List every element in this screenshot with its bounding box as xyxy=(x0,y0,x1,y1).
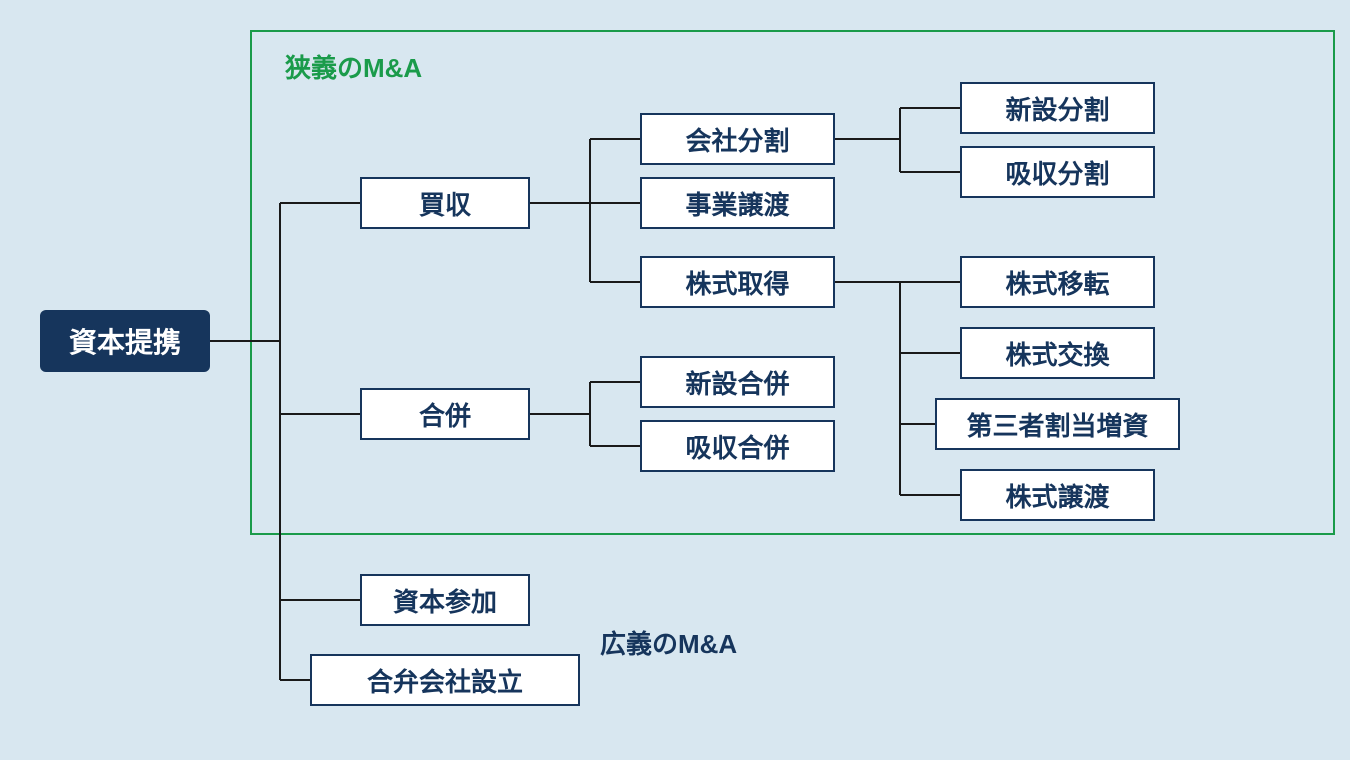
node-baishuu: 買収 xyxy=(360,177,530,229)
node-jouto: 株式譲渡 xyxy=(960,469,1155,521)
node-root: 資本提携 xyxy=(40,310,210,372)
broad-ma-title: 広義のM&A xyxy=(600,624,737,661)
node-iten: 株式移転 xyxy=(960,256,1155,308)
node-gouben: 合弁会社設立 xyxy=(310,654,580,706)
narrow-ma-title: 狭義のM&A xyxy=(285,48,422,85)
node-shinbun: 新設分割 xyxy=(960,82,1155,134)
node-koukan: 株式交換 xyxy=(960,327,1155,379)
node-kyushuu: 吸収合併 xyxy=(640,420,835,472)
node-kyubun: 吸収分割 xyxy=(960,146,1155,198)
diagram-canvas: 狭義のM&A 広義のM&A 資本提携 買収合併資本参加合弁会社設立 会社分割事業譲… xyxy=(0,0,1350,760)
node-jigyou: 事業譲渡 xyxy=(640,177,835,229)
node-shinsetsu: 新設合併 xyxy=(640,356,835,408)
node-kabuto: 株式取得 xyxy=(640,256,835,308)
node-kaisha: 会社分割 xyxy=(640,113,835,165)
node-daisansha: 第三者割当増資 xyxy=(935,398,1180,450)
node-shihon: 資本参加 xyxy=(360,574,530,626)
node-gappei: 合併 xyxy=(360,388,530,440)
